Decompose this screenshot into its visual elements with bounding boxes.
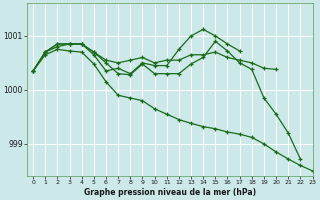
X-axis label: Graphe pression niveau de la mer (hPa): Graphe pression niveau de la mer (hPa): [84, 188, 256, 197]
